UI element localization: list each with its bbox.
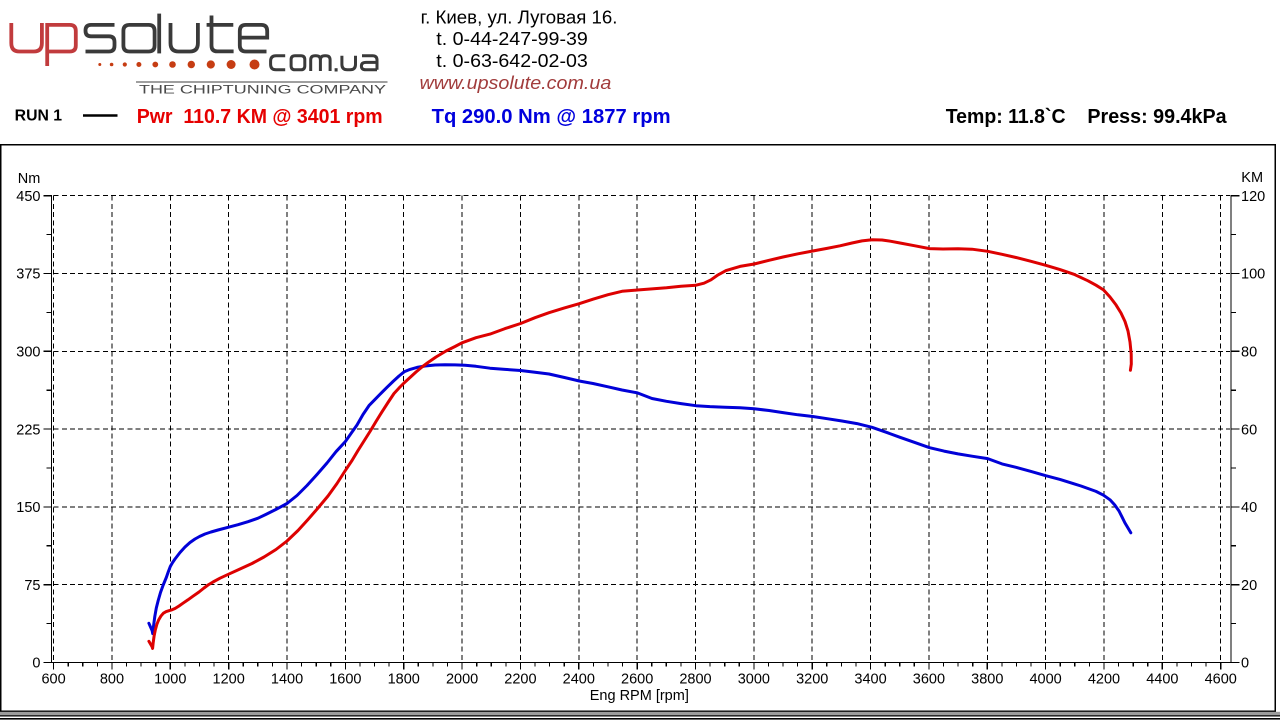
svg-text:0: 0 (32, 656, 40, 672)
svg-text:2800: 2800 (679, 672, 711, 688)
svg-text:Nm: Nm (18, 171, 41, 187)
svg-text:375: 375 (16, 267, 40, 283)
svg-text:3400: 3400 (854, 672, 886, 688)
svg-text:40: 40 (1241, 500, 1257, 516)
svg-text:Eng RPM [rpm]: Eng RPM [rpm] (590, 688, 689, 704)
svg-text:2600: 2600 (621, 672, 653, 688)
svg-text:2200: 2200 (504, 672, 536, 688)
svg-text:4000: 4000 (1029, 672, 1061, 688)
svg-text:4600: 4600 (1205, 672, 1237, 688)
svg-text:600: 600 (41, 672, 65, 688)
svg-text:t. 0-63-642-02-03: t. 0-63-642-02-03 (436, 51, 588, 71)
svg-text:80: 80 (1241, 345, 1257, 361)
svg-text:www.upsolute.com.ua: www.upsolute.com.ua (420, 73, 612, 93)
svg-text:0: 0 (1241, 656, 1249, 672)
svg-text:60: 60 (1241, 422, 1257, 438)
svg-text:2000: 2000 (446, 672, 478, 688)
svg-text:75: 75 (24, 578, 40, 594)
svg-text:1800: 1800 (388, 672, 420, 688)
svg-text:3800: 3800 (971, 672, 1003, 688)
svg-text:120: 120 (1241, 189, 1265, 205)
svg-text:Pwr 110.7 KM @ 3401 rpm: Pwr 110.7 KM @ 3401 rpm (137, 105, 383, 128)
svg-text:THE CHIPTUNING COMPANY: THE CHIPTUNING COMPANY (139, 83, 386, 97)
svg-text:20: 20 (1241, 578, 1257, 594)
svg-text:100: 100 (1241, 267, 1265, 283)
svg-text:2400: 2400 (563, 672, 595, 688)
svg-text:450: 450 (16, 189, 40, 205)
svg-text:3600: 3600 (913, 672, 945, 688)
svg-text:1400: 1400 (271, 672, 303, 688)
svg-text:KM: KM (1241, 170, 1263, 186)
svg-text:RUN 1: RUN 1 (15, 108, 63, 125)
svg-text:t. 0-44-247-99-39: t. 0-44-247-99-39 (436, 29, 588, 49)
svg-text:800: 800 (100, 672, 124, 688)
svg-text:Temp: 11.8`C: Temp: 11.8`C (946, 105, 1066, 128)
svg-text:1200: 1200 (213, 672, 245, 688)
svg-text:Tq 290.0 Nm @ 1877 rpm: Tq 290.0 Nm @ 1877 rpm (432, 105, 671, 128)
svg-text:3000: 3000 (738, 672, 770, 688)
svg-text:300: 300 (16, 345, 40, 361)
svg-text:Press: 99.4kPa: Press: 99.4kPa (1087, 105, 1227, 128)
svg-text:225: 225 (16, 422, 40, 438)
svg-text:1600: 1600 (329, 672, 361, 688)
svg-text:3200: 3200 (796, 672, 828, 688)
svg-text:4200: 4200 (1088, 672, 1120, 688)
svg-text:1000: 1000 (154, 672, 186, 688)
svg-text:4400: 4400 (1146, 672, 1178, 688)
svg-text:150: 150 (16, 500, 40, 516)
svg-text:г. Киев, ул. Луговая 16.: г. Киев, ул. Луговая 16. (421, 7, 618, 27)
